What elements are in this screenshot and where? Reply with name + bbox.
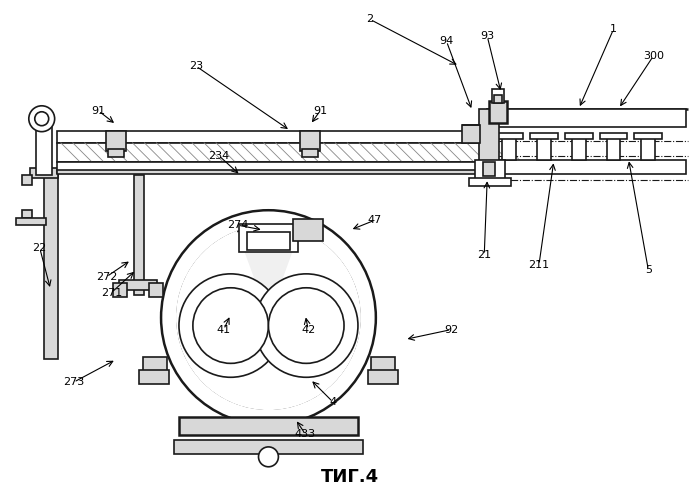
Circle shape <box>179 274 282 377</box>
Circle shape <box>161 210 376 425</box>
Bar <box>475 161 505 180</box>
Circle shape <box>258 447 279 467</box>
Bar <box>487 161 686 175</box>
Text: 211: 211 <box>528 260 550 270</box>
Bar <box>302 149 318 157</box>
Bar <box>134 176 144 295</box>
Text: 21: 21 <box>477 250 491 260</box>
Bar <box>480 109 499 177</box>
Bar <box>16 218 46 225</box>
Bar <box>106 131 126 151</box>
Text: 23: 23 <box>189 61 203 71</box>
Bar <box>463 125 480 143</box>
Bar <box>537 136 551 161</box>
Bar <box>371 357 395 373</box>
Bar <box>22 210 32 218</box>
Text: 271: 271 <box>101 288 122 298</box>
Bar <box>487 109 686 127</box>
Circle shape <box>177 226 360 409</box>
Circle shape <box>29 106 55 132</box>
Text: 41: 41 <box>216 324 231 334</box>
Bar <box>144 357 167 373</box>
Bar <box>108 149 125 157</box>
Bar <box>368 370 398 384</box>
Bar <box>483 163 495 177</box>
Bar <box>600 133 627 139</box>
Text: ΤИГ.4: ΤИГ.4 <box>321 468 379 486</box>
Bar <box>300 131 320 151</box>
Bar <box>30 169 57 179</box>
Bar <box>36 126 52 176</box>
Bar <box>57 131 491 143</box>
Text: 274: 274 <box>227 220 248 230</box>
Text: 272: 272 <box>96 272 117 282</box>
Text: 92: 92 <box>444 324 458 334</box>
Bar <box>179 417 358 435</box>
Text: 433: 433 <box>295 429 316 439</box>
Bar <box>494 95 502 103</box>
Bar <box>57 163 491 174</box>
Text: 42: 42 <box>301 324 316 334</box>
Text: 2: 2 <box>366 14 374 24</box>
Bar <box>139 370 169 384</box>
Bar <box>293 219 323 241</box>
Text: 300: 300 <box>643 51 664 61</box>
Bar <box>22 176 32 185</box>
Bar <box>565 133 593 139</box>
Bar <box>57 143 491 163</box>
Bar <box>634 133 662 139</box>
Bar <box>489 101 507 123</box>
Bar <box>502 136 516 161</box>
Circle shape <box>35 112 49 126</box>
Text: 1: 1 <box>610 24 617 34</box>
Bar <box>495 133 523 139</box>
Text: 4: 4 <box>330 397 337 407</box>
Text: 22: 22 <box>33 243 47 253</box>
Circle shape <box>269 288 344 363</box>
Bar <box>113 283 127 297</box>
Wedge shape <box>176 231 361 410</box>
Text: 91: 91 <box>91 106 106 116</box>
Bar <box>57 171 491 175</box>
Text: 273: 273 <box>63 377 84 387</box>
Bar <box>174 440 363 454</box>
Text: 91: 91 <box>313 106 327 116</box>
Bar <box>530 133 558 139</box>
Text: 5: 5 <box>645 265 652 275</box>
Bar <box>641 136 655 161</box>
Text: 94: 94 <box>440 36 454 46</box>
Circle shape <box>193 288 269 363</box>
Bar <box>119 280 157 290</box>
Bar <box>607 136 620 161</box>
Circle shape <box>255 274 358 377</box>
Bar <box>149 283 163 297</box>
Text: 47: 47 <box>368 215 382 225</box>
Text: 234: 234 <box>208 151 230 161</box>
Bar <box>246 232 290 250</box>
Bar <box>492 89 504 103</box>
Bar <box>239 224 298 252</box>
Bar <box>43 176 57 359</box>
Text: 93: 93 <box>480 31 494 41</box>
Bar <box>469 179 511 186</box>
Bar <box>572 136 586 161</box>
